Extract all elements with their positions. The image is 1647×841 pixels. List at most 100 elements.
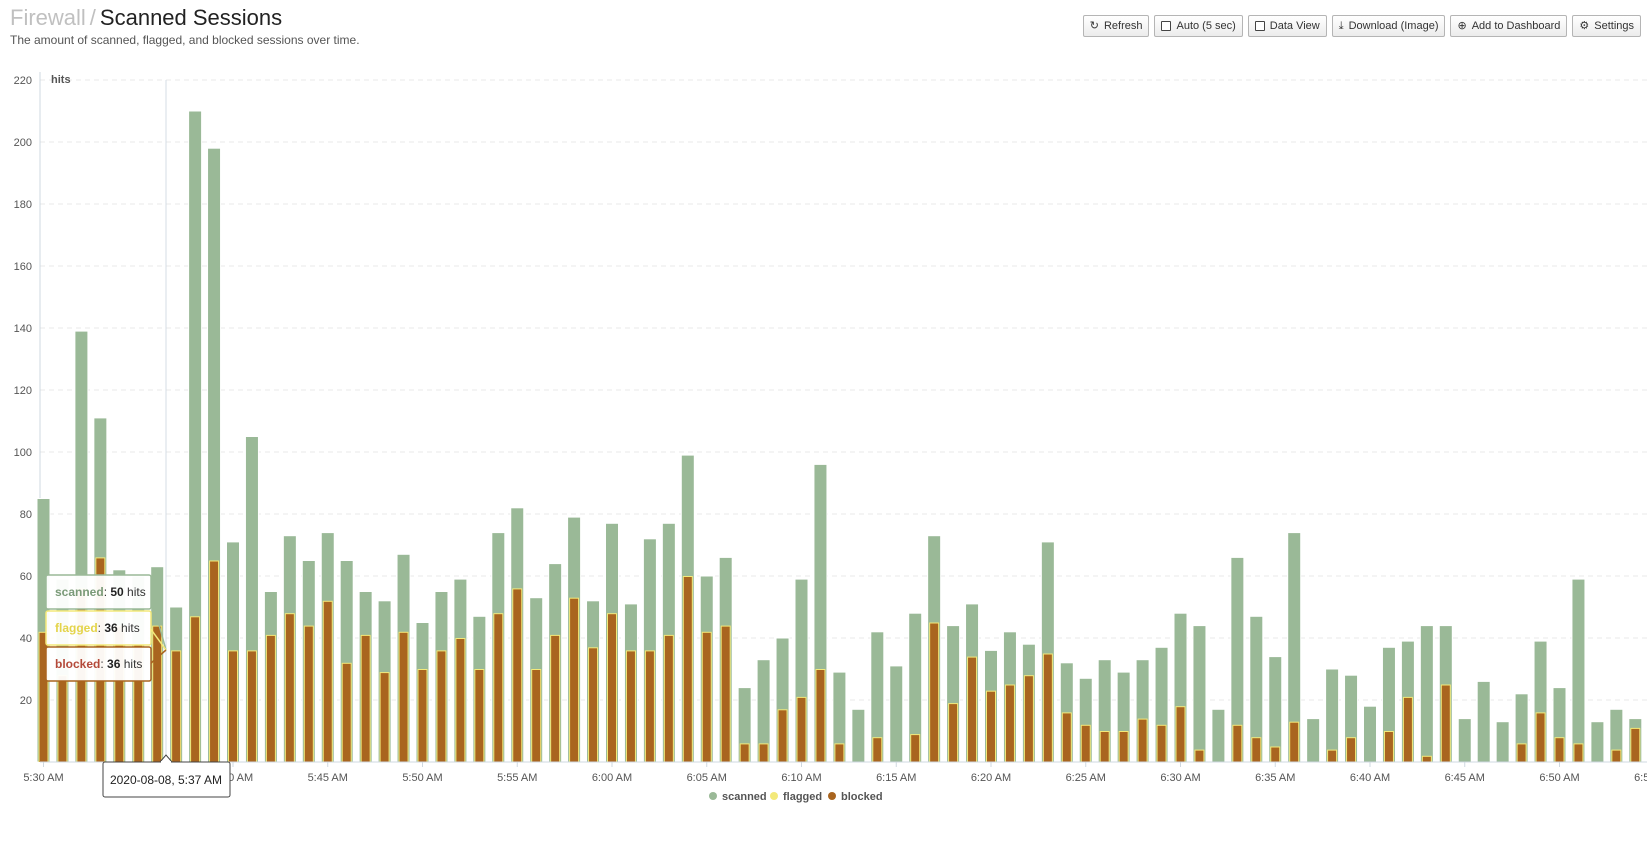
auto-refresh-toggle[interactable]: Auto (5 sec) <box>1154 15 1243 37</box>
bar-blocked[interactable] <box>1100 732 1109 762</box>
bar-blocked[interactable] <box>153 626 162 762</box>
bar-blocked[interactable] <box>1233 725 1242 762</box>
bar-blocked[interactable] <box>1422 756 1431 762</box>
bar-blocked[interactable] <box>266 635 275 762</box>
bar-blocked[interactable] <box>1176 707 1185 762</box>
bar-blocked[interactable] <box>247 651 256 762</box>
bar-blocked[interactable] <box>1555 738 1564 762</box>
bar-blocked[interactable] <box>323 601 332 762</box>
bar-scanned[interactable] <box>1268 656 1283 763</box>
bar-blocked[interactable] <box>494 614 503 762</box>
bar-blocked[interactable] <box>1024 676 1033 762</box>
bar-blocked[interactable] <box>1062 713 1071 762</box>
data-view-toggle[interactable]: Data View <box>1247 15 1327 37</box>
bar-blocked[interactable] <box>172 651 181 762</box>
legend-marker[interactable] <box>828 792 836 800</box>
bar-blocked[interactable] <box>1574 744 1583 762</box>
bar-blocked[interactable] <box>1517 744 1526 762</box>
bar-scanned[interactable] <box>1325 668 1340 763</box>
bar-scanned[interactable] <box>851 708 866 763</box>
bar-blocked[interactable] <box>664 635 673 762</box>
bar-blocked[interactable] <box>229 651 237 762</box>
bar-blocked[interactable] <box>987 691 995 762</box>
bar-blocked[interactable] <box>740 744 749 762</box>
bar-blocked[interactable] <box>39 632 48 762</box>
bar-blocked[interactable] <box>304 626 313 762</box>
bar-scanned[interactable] <box>1306 718 1321 763</box>
bar-blocked[interactable] <box>1441 685 1450 763</box>
bar-blocked[interactable] <box>1043 654 1052 763</box>
bar-blocked[interactable] <box>626 651 635 762</box>
bar-blocked[interactable] <box>797 697 806 762</box>
bar-blocked[interactable] <box>210 561 219 763</box>
bar-blocked[interactable] <box>191 617 200 762</box>
bar-blocked[interactable] <box>399 632 408 762</box>
bar-blocked[interactable] <box>1119 732 1128 762</box>
breadcrumb-firewall[interactable]: Firewall <box>10 5 86 30</box>
bar-blocked[interactable] <box>1138 719 1147 762</box>
bar-blocked[interactable] <box>285 614 294 762</box>
bar-blocked[interactable] <box>1195 750 1204 762</box>
bar-blocked[interactable] <box>1347 738 1356 762</box>
bar-blocked[interactable] <box>911 735 920 762</box>
bar-blocked[interactable] <box>418 670 427 762</box>
bar-blocked[interactable] <box>456 639 465 762</box>
bar-scanned[interactable] <box>1211 708 1226 763</box>
bar-blocked[interactable] <box>1631 728 1640 762</box>
bar-blocked[interactable] <box>778 710 787 762</box>
legend-label[interactable]: flagged <box>783 791 822 803</box>
bar-blocked[interactable] <box>1157 725 1166 762</box>
bar-blocked[interactable] <box>1252 738 1261 762</box>
bar-blocked[interactable] <box>342 663 351 762</box>
bar-scanned[interactable] <box>1495 721 1510 763</box>
bar-blocked[interactable] <box>1005 685 1014 763</box>
bar-blocked[interactable] <box>589 648 598 762</box>
settings-button[interactable]: ⚙ Settings <box>1572 15 1641 37</box>
bar-scanned[interactable] <box>1419 625 1434 763</box>
refresh-button[interactable]: ↻ Refresh <box>1082 15 1150 37</box>
bar-blocked[interactable] <box>513 589 522 762</box>
bar-blocked[interactable] <box>437 651 446 762</box>
bar-blocked[interactable] <box>683 577 692 762</box>
bar-blocked[interactable] <box>134 645 143 762</box>
bar-blocked[interactable] <box>702 632 711 762</box>
bar-blocked[interactable] <box>949 704 958 762</box>
checkbox-icon[interactable] <box>1161 21 1172 31</box>
bar-blocked[interactable] <box>759 744 768 762</box>
bar-blocked[interactable] <box>873 738 882 762</box>
bar-series[interactable] <box>36 110 1643 763</box>
legend-marker[interactable] <box>709 792 717 800</box>
bar-blocked[interactable] <box>361 635 370 762</box>
bar-blocked[interactable] <box>1328 750 1337 762</box>
bar-blocked[interactable] <box>570 598 579 762</box>
bar-scanned[interactable] <box>1192 625 1207 763</box>
bar-scanned[interactable] <box>1476 680 1491 763</box>
bar-blocked[interactable] <box>1403 697 1412 762</box>
bar-scanned[interactable] <box>1363 705 1377 763</box>
legend-label[interactable]: blocked <box>841 791 883 803</box>
bar-blocked[interactable] <box>608 614 616 762</box>
bar-blocked[interactable] <box>58 676 67 762</box>
bar-blocked[interactable] <box>1271 747 1280 763</box>
bar-blocked[interactable] <box>721 626 730 762</box>
bar-blocked[interactable] <box>1536 713 1545 762</box>
bar-blocked[interactable] <box>380 673 389 762</box>
bar-blocked[interactable] <box>835 744 844 762</box>
bar-blocked[interactable] <box>1081 725 1090 762</box>
bar-blocked[interactable] <box>816 670 825 762</box>
bar-blocked[interactable] <box>475 670 484 762</box>
bar-blocked[interactable] <box>115 626 124 762</box>
bar-scanned[interactable] <box>889 665 904 763</box>
bar-blocked[interactable] <box>532 670 541 762</box>
bar-scanned[interactable] <box>1457 718 1472 763</box>
bar-blocked[interactable] <box>968 657 977 762</box>
bar-blocked[interactable] <box>1612 750 1621 762</box>
bar-blocked[interactable] <box>930 623 939 763</box>
add-to-dashboard-button[interactable]: ⊕ Add to Dashboard <box>1450 15 1568 37</box>
download-image-button[interactable]: ⤓ Download (Image) <box>1331 15 1446 37</box>
bar-blocked[interactable] <box>551 635 560 762</box>
bar-scanned[interactable] <box>1590 721 1605 763</box>
bar-scanned[interactable] <box>1571 578 1586 763</box>
bar-blocked[interactable] <box>1384 732 1393 762</box>
checkbox-icon[interactable] <box>1254 21 1265 31</box>
